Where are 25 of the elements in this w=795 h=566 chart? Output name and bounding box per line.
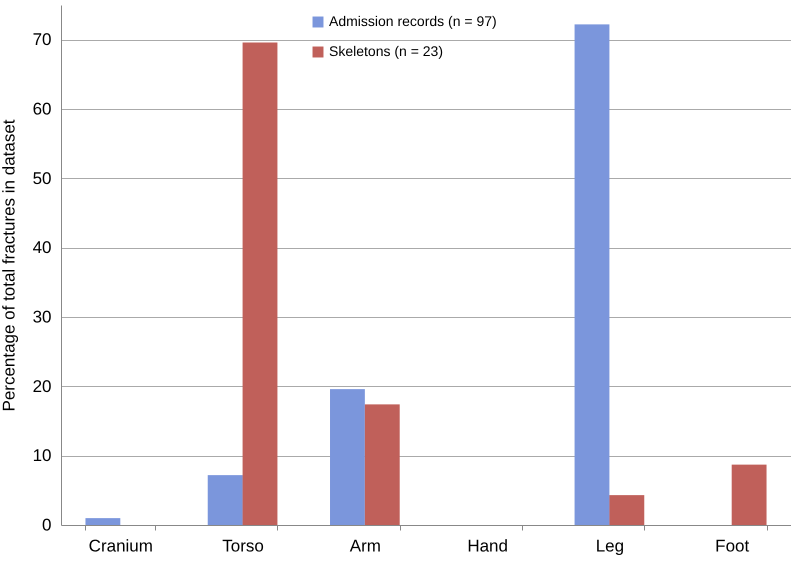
y-axis-title: Percentage of total fractures in dataset <box>0 119 19 412</box>
x-tick-label: Torso <box>222 536 264 556</box>
x-tick-label: Foot <box>715 536 750 556</box>
legend-label: Admission records (n = 97) <box>329 13 497 29</box>
x-tick-label: Leg <box>596 536 624 556</box>
y-tick-label: 60 <box>32 100 52 118</box>
y-tick-label: 50 <box>32 168 52 188</box>
bar <box>330 389 365 525</box>
x-tick-label: Cranium <box>88 536 153 556</box>
bar <box>208 475 243 525</box>
bar <box>364 404 400 525</box>
x-tick-label: Arm <box>350 536 381 556</box>
y-tick-label: 30 <box>32 308 52 326</box>
bar <box>732 464 767 525</box>
y-tick-label: 0 <box>42 516 52 534</box>
x-tick-label: Hand <box>467 536 508 556</box>
bar <box>242 42 278 525</box>
y-tick-label: 70 <box>32 30 52 50</box>
y-tick-label: 10 <box>32 446 52 466</box>
bar <box>609 495 644 525</box>
y-tick-label: 40 <box>32 238 52 258</box>
legend-label: Skeletons (n = 23) <box>329 43 444 59</box>
bar <box>574 24 610 525</box>
bar <box>85 518 120 525</box>
y-tick-label: 20 <box>32 376 52 396</box>
